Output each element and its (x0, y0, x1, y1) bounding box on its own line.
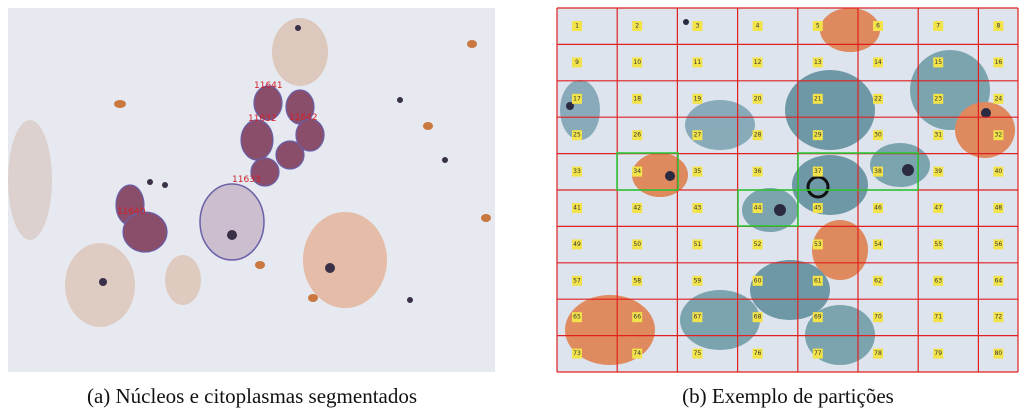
cell-label: 59 (694, 277, 702, 284)
cell-label: 4 (756, 23, 760, 30)
cell-label: 64 (995, 277, 1003, 284)
cell-label: 26 (633, 132, 641, 139)
panel-a-image: 11641 11632 11642 11633 11640 (8, 8, 495, 372)
cell-label: 58 (633, 277, 641, 284)
cell-label: 32 (995, 132, 1003, 139)
cell-label: 29 (814, 132, 822, 139)
cell-label: 62 (874, 277, 882, 284)
cell-label: 45 (814, 205, 822, 212)
cell-label: 10 (633, 59, 641, 66)
cell-label: 79 (934, 350, 942, 357)
annotation: 11633 (232, 175, 261, 185)
cell-label: 9 (575, 59, 579, 66)
cell-label: 44 (754, 205, 762, 212)
cell-label: 66 (633, 314, 641, 321)
cell-label: 6 (876, 23, 880, 30)
cell-label: 71 (934, 314, 942, 321)
caption-a: (a) Núcleos e citoplasmas segmentados (87, 384, 417, 408)
cell-label: 23 (934, 95, 942, 102)
cell-label: 3 (695, 23, 699, 30)
annotation: 11642 (289, 113, 318, 123)
cell-label: 1 (575, 23, 579, 30)
cell-label: 22 (874, 95, 882, 102)
cell-label: 53 (814, 241, 822, 248)
cell-label: 69 (814, 314, 822, 321)
cell-label: 51 (694, 241, 702, 248)
cell-label: 56 (995, 241, 1003, 248)
cell-label: 37 (814, 168, 822, 175)
cell-label: 77 (814, 350, 822, 357)
figure: 1164111632116421163311640 12345678 (0, 0, 1030, 414)
cell-label: 34 (633, 168, 641, 175)
cell-label: 24 (995, 95, 1003, 102)
cell-label: 46 (874, 205, 882, 212)
cell-label: 17 (573, 95, 581, 102)
cell-label: 13 (814, 59, 822, 66)
cell-label: 60 (754, 277, 762, 284)
cell-label: 47 (934, 205, 942, 212)
cell-label: 78 (874, 350, 882, 357)
cell-label: 80 (995, 350, 1003, 357)
cell-label: 8 (996, 23, 1000, 30)
cell-label: 12 (754, 59, 762, 66)
cell-label: 41 (573, 205, 581, 212)
cell-label: 54 (874, 241, 882, 248)
cell-label: 18 (633, 95, 641, 102)
cell-label: 42 (633, 205, 641, 212)
cell-label: 48 (995, 205, 1003, 212)
cell-label: 19 (694, 95, 702, 102)
cell-label: 33 (573, 168, 581, 175)
cell-label: 67 (694, 314, 702, 321)
cell-label: 40 (995, 168, 1003, 175)
annotation: 11632 (248, 114, 277, 124)
cell-label: 52 (754, 241, 762, 248)
cell-label: 38 (874, 168, 882, 175)
cell-label: 36 (754, 168, 762, 175)
cell-label: 30 (874, 132, 882, 139)
cell-label: 72 (995, 314, 1003, 321)
cell-label: 65 (573, 314, 581, 321)
cell-label: 16 (995, 59, 1003, 66)
cell-label: 5 (816, 23, 820, 30)
cell-label: 70 (874, 314, 882, 321)
cell-label: 49 (573, 241, 581, 248)
cell-label: 31 (934, 132, 942, 139)
cell-label: 61 (814, 277, 822, 284)
cell-label: 25 (573, 132, 581, 139)
cell-label: 27 (694, 132, 702, 139)
cell-label: 57 (573, 277, 581, 284)
cell-label: 11 (694, 59, 702, 66)
cell-label: 28 (754, 132, 762, 139)
cell-label: 7 (936, 23, 940, 30)
cell-label: 68 (754, 314, 762, 321)
cell-label: 20 (754, 95, 762, 102)
cell-label: 14 (874, 59, 882, 66)
cell-label: 75 (694, 350, 702, 357)
annotation: 11640 (117, 207, 146, 217)
cell-label: 50 (633, 241, 641, 248)
cell-label: 2 (635, 23, 639, 30)
cell-label: 35 (694, 168, 702, 175)
cell-label: 63 (934, 277, 942, 284)
annotation: 11641 (254, 81, 283, 91)
cell-label: 55 (934, 241, 942, 248)
cell-label: 76 (754, 350, 762, 357)
cell-label: 43 (694, 205, 702, 212)
cell-label: 15 (934, 59, 942, 66)
cell-label: 21 (814, 95, 822, 102)
cell-label: 74 (633, 350, 641, 357)
cell-label: 73 (573, 350, 581, 357)
cell-label: 39 (934, 168, 942, 175)
caption-b: (b) Exemplo de partições (682, 384, 894, 408)
